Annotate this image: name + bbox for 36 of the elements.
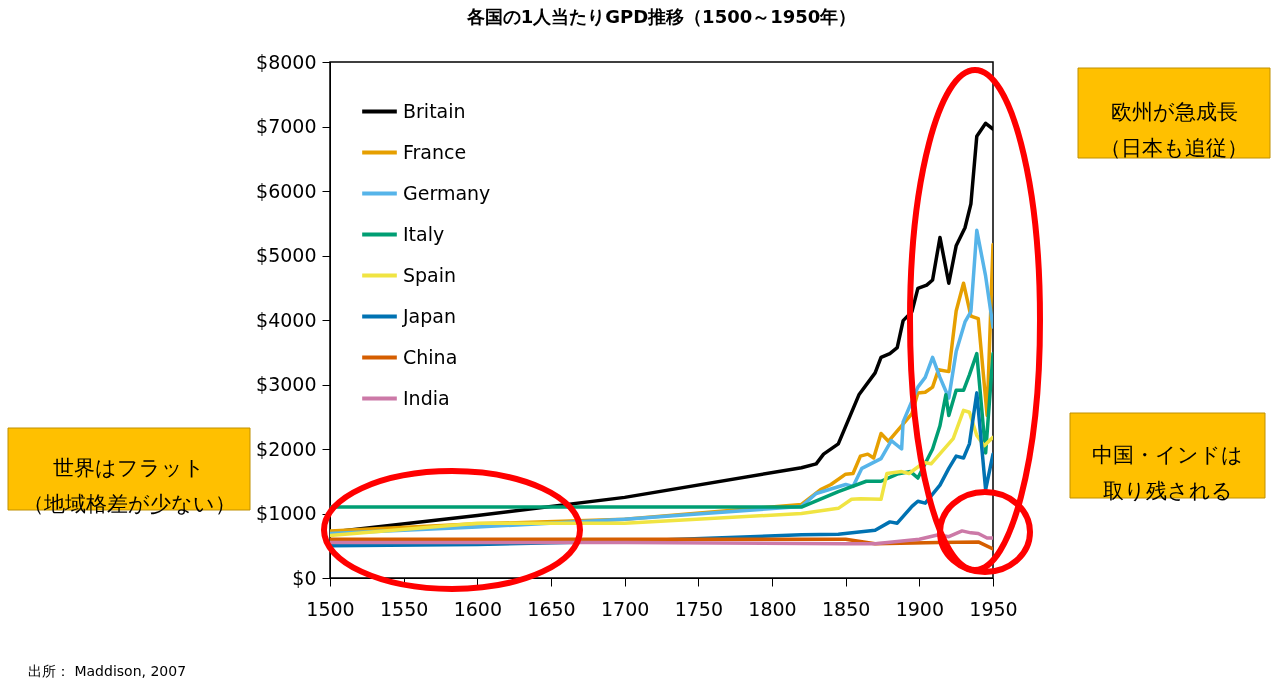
x-tick-label: 1600: [453, 597, 503, 620]
x-tick-label: 1500: [306, 597, 355, 620]
legend-label: Britain: [403, 99, 466, 122]
legend-label: Italy: [403, 222, 445, 245]
x-tick-label: 1650: [527, 597, 576, 620]
legend-label: Germany: [403, 181, 491, 204]
chart-title: 各国の1人当たりGPD推移（1500～1950年）: [465, 6, 857, 27]
line-series: [330, 351, 993, 509]
x-tick-label: 1800: [748, 597, 797, 620]
legend-label: China: [403, 345, 458, 368]
legend-label: Spain: [403, 263, 457, 286]
text: 中国・インドは取り残される: [1092, 442, 1243, 503]
y-tick-label: $3000: [256, 373, 317, 395]
y-tick-label: $5000: [256, 244, 317, 266]
legend-label: France: [403, 140, 467, 163]
line-series: [330, 529, 993, 546]
x-tick-label: 1700: [600, 597, 650, 620]
x-tick-label: 1850: [821, 597, 871, 620]
x-tick-label: 1550: [379, 597, 429, 620]
y-tick-label: $2000: [256, 437, 317, 460]
x-tick-label: 1750: [674, 597, 724, 620]
y-tick-label: $8000: [256, 50, 317, 73]
y-tick-label: $7000: [256, 115, 317, 137]
text: 世界はフラット（地域格差が少ない）: [22, 456, 236, 516]
x-tick-label: 1950: [969, 597, 1018, 620]
y-tick-label: $1000: [256, 502, 317, 524]
legend-label: India: [403, 386, 450, 409]
text: 欧州が急成長（日本も追従）: [1100, 100, 1248, 160]
y-tick-label: $6000: [256, 179, 317, 202]
x-tick-label: 1900: [895, 597, 945, 620]
text: 出所： Maddison, 2007: [28, 663, 187, 679]
line-series: [330, 537, 993, 551]
y-tick-label: $4000: [256, 308, 317, 331]
line-series: [330, 408, 993, 538]
y-tick-label: $0: [292, 566, 317, 589]
legend-label: Japan: [402, 304, 456, 327]
